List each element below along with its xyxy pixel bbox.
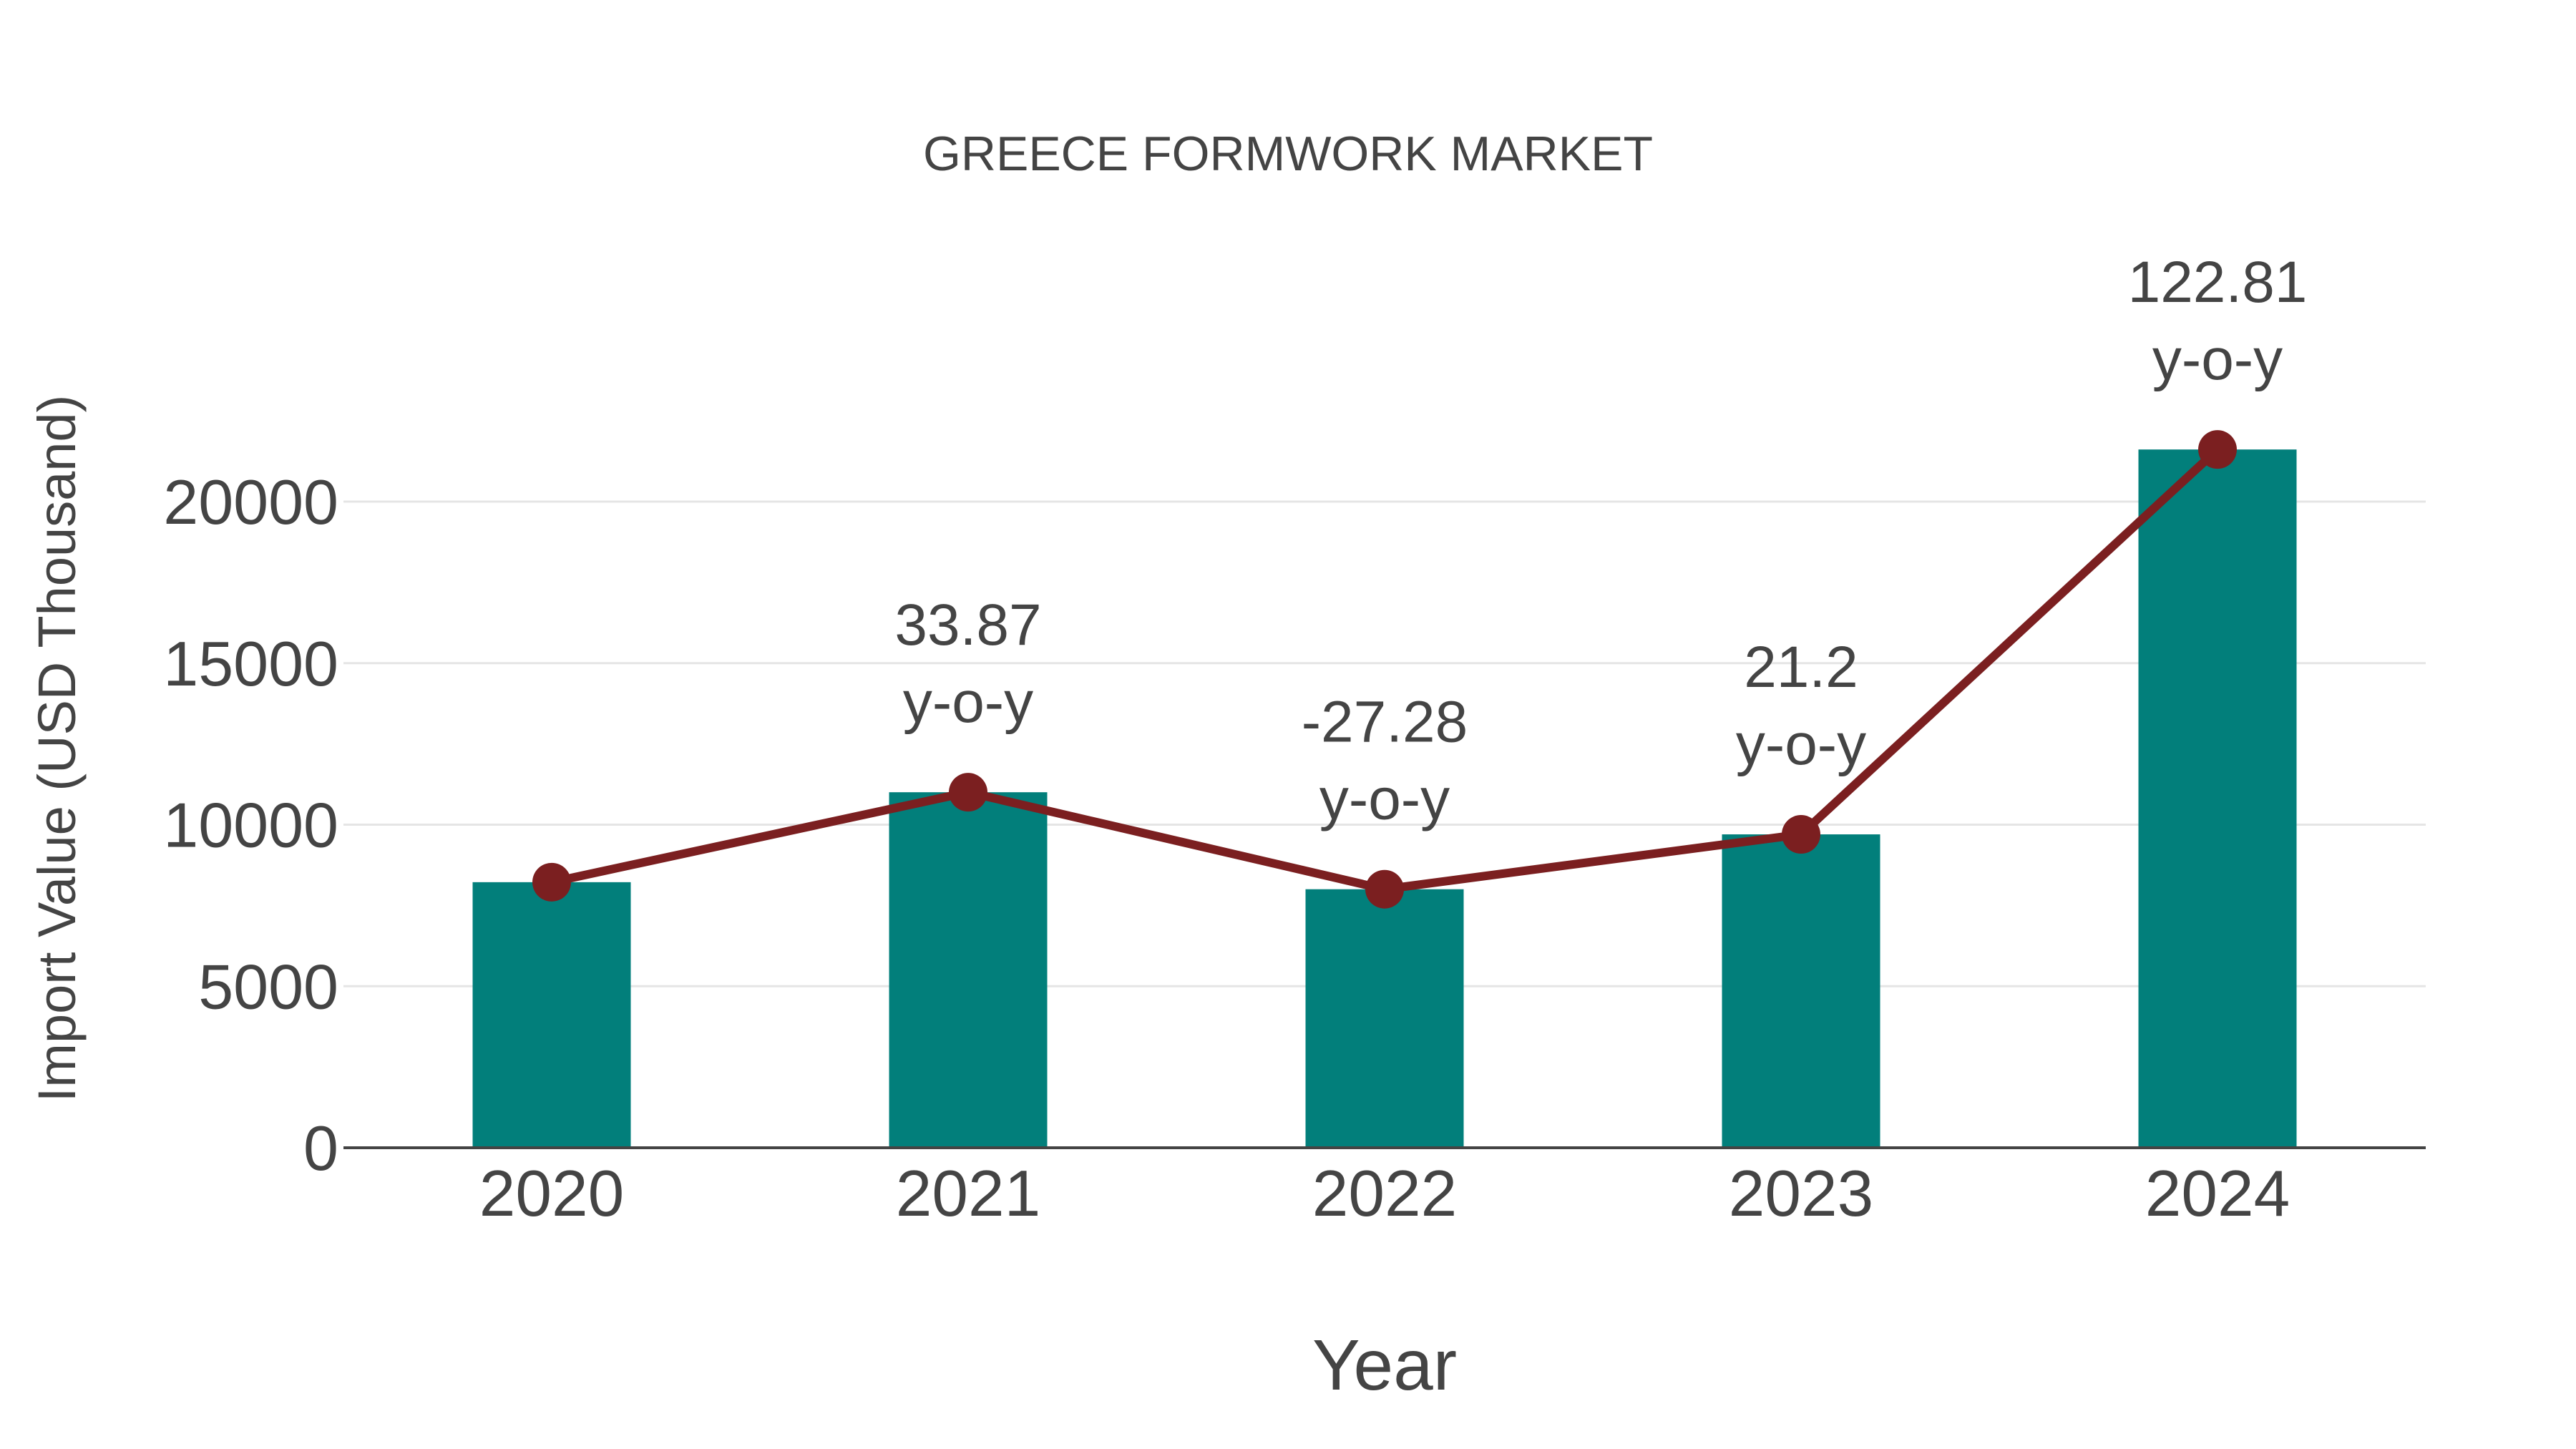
yoy-suffix-label: y-o-y xyxy=(903,670,1033,735)
chart-title: GREECE FORMWORK MARKET xyxy=(923,127,1653,181)
y-tick-label: 15000 xyxy=(163,628,338,699)
line-series xyxy=(532,430,2237,909)
marker-2021 xyxy=(949,773,987,812)
bar-2023 xyxy=(1722,834,1880,1148)
y-axis-title: Import Value (USD Thousand) xyxy=(27,395,87,1103)
bar-2020 xyxy=(472,882,631,1148)
x-tick-label: 2022 xyxy=(1312,1158,1457,1230)
yoy-suffix-label: y-o-y xyxy=(1736,712,1866,777)
bar-series xyxy=(472,449,2297,1148)
y-tick-label: 0 xyxy=(303,1113,338,1184)
x-tick-label: 2024 xyxy=(2145,1158,2290,1230)
yoy-value-label: -27.28 xyxy=(1302,690,1468,755)
yoy-suffix-label: y-o-y xyxy=(2152,327,2283,392)
y-tick-label: 5000 xyxy=(198,951,338,1022)
y-tick-label: 10000 xyxy=(163,790,338,861)
bar-2024 xyxy=(2138,449,2297,1148)
x-tick-label: 2020 xyxy=(479,1158,624,1230)
y-tick-label: 20000 xyxy=(163,467,338,537)
x-axis-title: Year xyxy=(1312,1325,1457,1405)
marker-2024 xyxy=(2198,430,2237,469)
y-axis-ticks: 0 5000 10000 15000 20000 xyxy=(163,467,338,1184)
yoy-suffix-label: y-o-y xyxy=(1319,767,1450,832)
x-axis-ticks: 2020 2021 2022 2023 2024 xyxy=(479,1158,2290,1230)
marker-2023 xyxy=(1782,815,1820,854)
yoy-value-label: 122.81 xyxy=(2128,250,2308,315)
bar-2022 xyxy=(1305,889,1464,1148)
yoy-annotations: 33.87 y-o-y -27.28 y-o-y 21.2 y-o-y 122.81 y-o-… xyxy=(894,250,2307,832)
yoy-value-label: 33.87 xyxy=(894,592,1041,658)
marker-2022 xyxy=(1365,869,1404,909)
yoy-value-label: 21.2 xyxy=(1744,635,1858,700)
x-tick-label: 2023 xyxy=(1729,1158,1873,1230)
marker-2020 xyxy=(532,862,571,902)
x-tick-label: 2021 xyxy=(896,1158,1040,1230)
bar-2021 xyxy=(889,792,1048,1148)
